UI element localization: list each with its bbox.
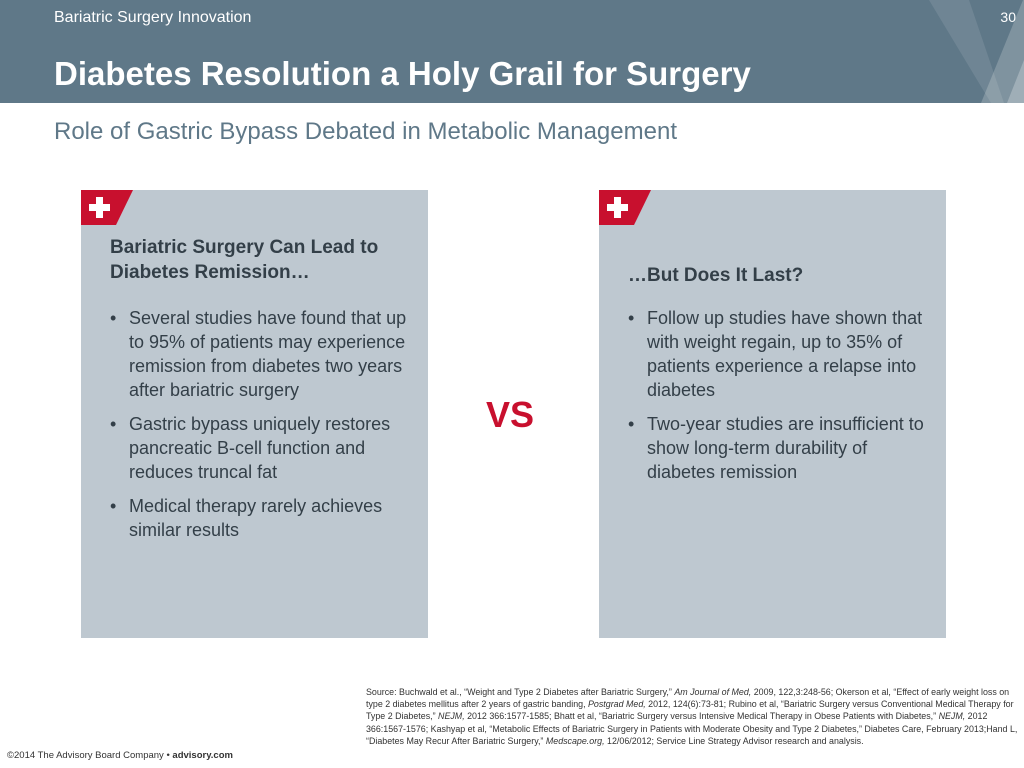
company-logo-icon [929, 0, 1024, 103]
medical-cross-icon [599, 190, 651, 225]
citation-journal: NEJM, [938, 711, 966, 722]
citation-text: 12/06/2012; Service Line Strategy Adviso… [604, 735, 864, 746]
bullet-item: Gastric bypass uniquely restores pancrea… [110, 412, 422, 484]
bullet-list: Several studies have found that up to 95… [110, 306, 422, 552]
citation-text: 2012, 124(6):73-81; Rubino et al, “Baria… [366, 699, 1014, 722]
citation-text: 2012 366:1567-1576; Kashyap et al, “Meta… [366, 711, 1018, 746]
medical-cross-icon [81, 190, 133, 225]
bullet-list: Follow up studies have shown that with w… [628, 306, 940, 494]
vs-label: VS [486, 394, 535, 435]
citation-text: 2012 366:1577-1585; Bhatt et al, “Bariat… [464, 711, 939, 722]
website-text: advisory.com [172, 750, 233, 761]
bullet-item: Two-year studies are insufficient to sho… [628, 412, 940, 484]
header-bar: Bariatric Surgery Innovation 30 Diabetes… [0, 0, 1024, 103]
slide-title: Diabetes Resolution a Holy Grail for Sur… [54, 55, 751, 92]
page-number: 30 [1000, 9, 1016, 25]
citation-journal: NEJM, [438, 711, 465, 722]
section-label: Bariatric Surgery Innovation [54, 9, 252, 26]
citation-text: 2009, 122,3:248-56; Okerson et al, “Effe… [366, 687, 1010, 710]
citation-text: Source: Buchwald et al., “Weight and Typ… [366, 687, 675, 697]
citation-journal: Am Journal of Med, [674, 687, 752, 697]
copyright-text: ©2014 The Advisory Board Company • [7, 750, 170, 761]
citation-journal: Medscape.org, [545, 735, 605, 746]
relapse-panel: …But Does It Last? Follow up studies hav… [599, 190, 946, 638]
remission-panel: Bariatric Surgery Can Lead to Diabetes R… [81, 190, 428, 638]
citation-journal: Postgrad Med, [588, 699, 646, 710]
panel-heading: …But Does It Last? [628, 265, 804, 286]
bullet-item: Medical therapy rarely achieves similar … [110, 494, 422, 542]
bullet-item: Follow up studies have shown that with w… [628, 306, 940, 402]
slide-subtitle: Role of Gastric Bypass Debated in Metabo… [54, 118, 677, 145]
source-citation: Source: Buchwald et al., “Weight and Typ… [366, 686, 1018, 747]
panel-heading: Bariatric Surgery Can Lead to Diabetes R… [110, 237, 379, 283]
bullet-item: Several studies have found that up to 95… [110, 306, 422, 402]
copyright-footer: ©2014 The Advisory Board Company • advis… [7, 750, 233, 761]
